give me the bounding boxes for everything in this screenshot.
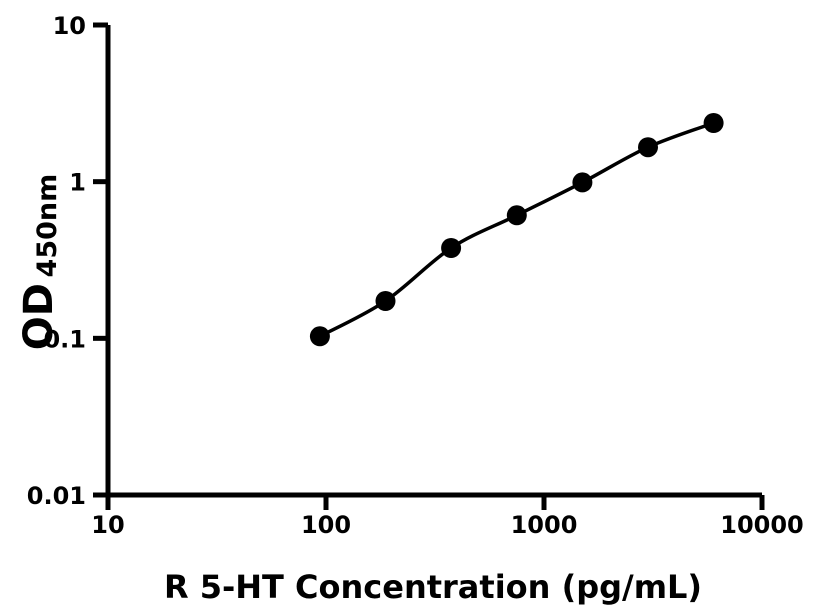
x-axis-title: R 5-HT Concentration (pg/mL) [164,568,702,606]
x-tick-label: 100 [301,511,351,539]
data-point [441,238,462,258]
x-tick-label: 1000 [511,511,578,539]
y-axis-title-main: OD [16,283,62,350]
y-axis-title: OD 450nm [16,174,63,351]
y-tick-label: 0.01 [27,482,86,510]
data-point [572,172,593,193]
y-tick-label: 0.1 [43,325,86,353]
data-point [375,291,396,311]
data-points-group [309,113,724,347]
y-axis-ticks: 0.01 0.1 1 10 [27,12,108,510]
x-tick-label: 10000 [720,511,804,539]
data-point [506,205,527,226]
data-point [638,137,658,158]
data-point [703,113,724,133]
x-axis-ticks: 10 100 1000 10000 [91,495,804,539]
y-tick-label: 1 [69,169,86,197]
data-point [309,326,330,347]
x-tick-label: 10 [91,511,124,539]
y-tick-label: 10 [53,12,86,40]
y-axis-title-subscript: 450nm [32,174,63,278]
